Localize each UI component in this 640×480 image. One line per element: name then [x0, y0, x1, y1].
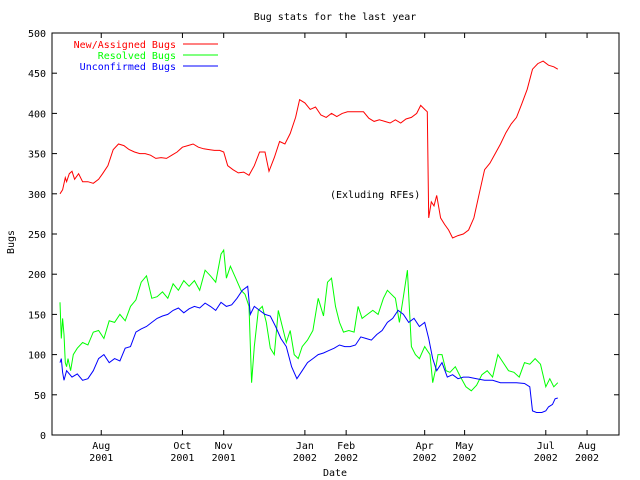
y-axis: 0 50 100 150 200 250 300 350 400 450 500: [28, 29, 619, 442]
x-tick-label-year: 2001: [170, 453, 194, 464]
legend-label: New/Assigned Bugs: [74, 40, 176, 51]
x-tick-label-month: Apr: [416, 441, 434, 452]
series-line-1: [59, 248, 559, 392]
y-tick-label: 300: [28, 190, 46, 201]
x-tick-label-month: Aug: [92, 441, 110, 452]
series-line-0: [59, 60, 559, 239]
y-tick-label: 500: [28, 29, 46, 40]
series-line-2: [59, 285, 558, 413]
x-axis-title: Date: [323, 468, 347, 479]
series-lines: [59, 60, 559, 413]
x-tick-label-month: Feb: [337, 441, 355, 452]
x-tick-label-year: 2002: [413, 453, 437, 464]
legend-label: Unconfirmed Bugs: [80, 62, 176, 73]
legend-label: Resolved Bugs: [98, 51, 176, 62]
x-tick-label-month: Jan: [296, 441, 314, 452]
y-tick-label: 250: [28, 230, 46, 241]
x-tick-label-year: 2002: [334, 453, 358, 464]
y-tick-label: 450: [28, 69, 46, 80]
x-tick-label-year: 2002: [293, 453, 317, 464]
x-tick-label-year: 2001: [89, 453, 113, 464]
x-tick-label-year: 2002: [534, 453, 558, 464]
y-axis-title: Bugs: [6, 230, 17, 254]
plot-area-frame: [51, 32, 620, 436]
x-tick-label-year: 2001: [212, 453, 236, 464]
y-tick-label: 150: [28, 310, 46, 321]
x-axis: Aug2001Oct2001Nov2001Jan2002Feb2002Apr20…: [89, 33, 599, 464]
chart-title: Bug stats for the last year: [254, 12, 417, 23]
x-tick-label-month: Oct: [173, 441, 191, 452]
x-tick-label-month: Aug: [578, 441, 596, 452]
y-tick-label: 0: [40, 431, 46, 442]
annotation-label: (Exluding RFEs): [330, 190, 420, 201]
x-tick-label-month: May: [456, 441, 474, 452]
y-tick-label: 200: [28, 270, 46, 281]
y-tick-label: 100: [28, 351, 46, 362]
x-tick-label-month: Nov: [215, 441, 233, 452]
x-tick-label-month: Jul: [537, 441, 555, 452]
y-tick-label: 350: [28, 150, 46, 161]
y-tick-label: 50: [34, 391, 46, 402]
x-tick-label-year: 2002: [453, 453, 477, 464]
y-tick-label: 400: [28, 109, 46, 120]
x-tick-label-year: 2002: [575, 453, 599, 464]
